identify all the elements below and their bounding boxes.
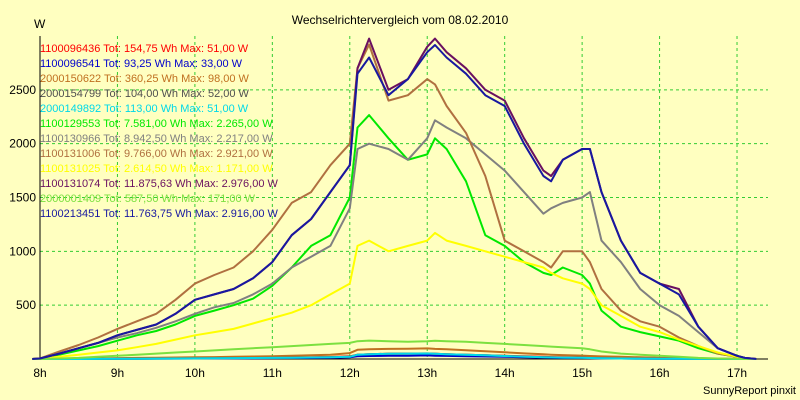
x-tick-label: 13h <box>417 366 437 380</box>
y-tick-labels: 500 1000 1500 2000 2500 <box>9 83 36 312</box>
legend-entry: 1100096436 Tot: 154,75 Wh Max: 51,00 W <box>40 43 249 55</box>
y-tick-label: 1500 <box>9 191 36 205</box>
legend-entry: 1100129553 Tot: 7.581,00 Wh Max: 2.265,0… <box>40 118 273 130</box>
series-line-9 <box>32 231 757 360</box>
y-axis-label: W <box>34 17 46 31</box>
x-tick-label: 17h <box>727 366 747 380</box>
series-line-12 <box>32 44 757 360</box>
x-tick-label: 8h <box>33 366 46 380</box>
series-line-8 <box>32 43 757 360</box>
x-tick-label: 12h <box>340 366 360 380</box>
x-tick-label: 16h <box>650 366 670 380</box>
legend-entry: 2000154799 Tot: 104,00 Wh Max: 52,00 W <box>40 88 250 100</box>
legend-entry: 1100213451 Tot: 11.763,75 Wh Max: 2.916,… <box>40 208 279 220</box>
legend-entry: 1100131006 Tot: 9.766,00 Wh Max: 2.921,0… <box>40 148 273 160</box>
y-tick-label: 2000 <box>9 137 36 151</box>
legend: 1100096436 Tot: 154,75 Wh Max: 51,00 W 11… <box>40 43 279 220</box>
series-line-7 <box>32 119 757 360</box>
legend-entry: 1100131074 Tot: 11.875,63 Wh Max: 2.976,… <box>40 178 279 190</box>
y-tick-label: 2500 <box>9 83 36 97</box>
legend-entry: 2000001409 Tot: 587,50 Wh Max: 171,00 W <box>40 193 256 205</box>
legend-entry: 2000149892 Tot: 113,00 Wh Max: 51,00 W <box>40 103 249 115</box>
x-tick-label: 14h <box>495 366 515 380</box>
x-tick-label: 15h <box>572 366 592 380</box>
x-tick-label: 10h <box>185 366 205 380</box>
legend-entry: 2000150622 Tot: 360,25 Wh Max: 98,00 W <box>40 73 250 85</box>
legend-entry: 1100131025 Tot: 2.614,50 Wh Max: 1.171,0… <box>40 163 273 175</box>
chart-title: Wechselrichtervergleich vom 08.02.2010 <box>292 13 509 27</box>
x-tick-label: 9h <box>111 366 124 380</box>
x-tick-label: 11h <box>263 366 282 380</box>
legend-entry: 1100130966 Tot: 8.942,50 Wh Max: 2.217,0… <box>40 133 273 145</box>
series-line-11 <box>32 339 757 360</box>
y-tick-label: 500 <box>16 298 36 312</box>
gridlines <box>39 36 768 359</box>
footer-credit: SunnyReport pinxit <box>703 385 796 397</box>
x-tick-labels: 8h 9h 10h 11h 12h 13h 14h 15h 16h 17h <box>33 366 747 380</box>
series-line-6 <box>32 114 757 360</box>
y-tick-label: 1000 <box>9 244 36 258</box>
legend-entry: 1100096541 Tot: 93,25 Wh Max: 33,00 W <box>40 58 243 70</box>
series-line-5 <box>32 352 757 360</box>
series-lines <box>32 37 757 360</box>
